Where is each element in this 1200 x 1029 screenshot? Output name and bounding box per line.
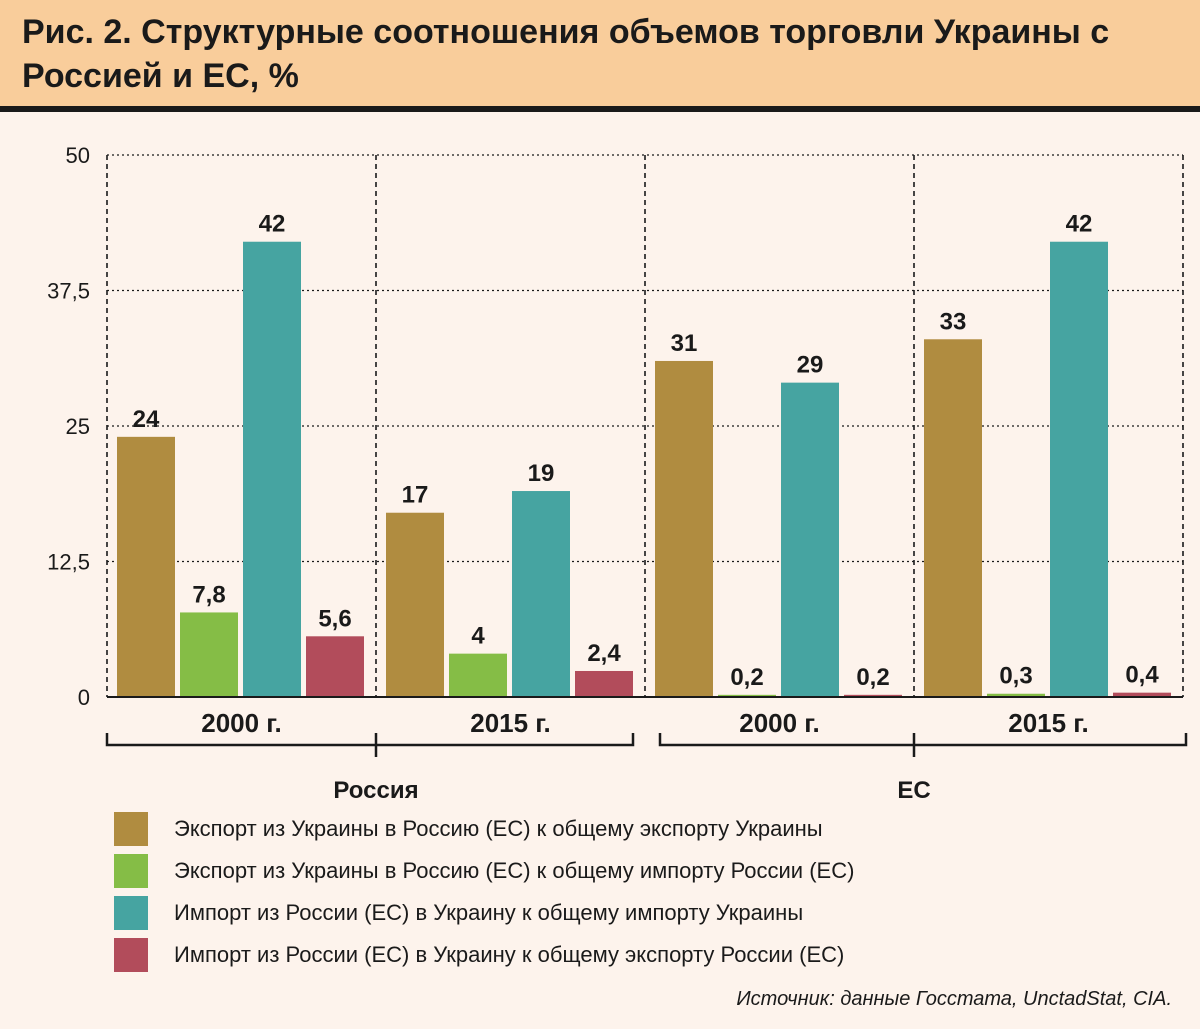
legend-swatch-import-export-partner — [114, 938, 148, 972]
y-tick-label: 50 — [66, 143, 90, 168]
x-tick-label: 2015 г. — [470, 708, 551, 738]
y-tick-label: 25 — [66, 414, 90, 439]
data-label: 2,4 — [587, 640, 621, 667]
data-label: 29 — [797, 352, 824, 379]
legend-label-import-share: Импорт из России (ЕС) в Украину к общему… — [174, 900, 804, 925]
data-label: 42 — [1066, 211, 1093, 238]
bar — [180, 612, 238, 697]
bar — [117, 436, 175, 697]
data-label: 0,2 — [730, 664, 763, 691]
legend-label-export-share: Экспорт из Украины в Россию (ЕС) к общем… — [174, 816, 823, 841]
bar — [655, 360, 713, 697]
bar — [386, 512, 444, 697]
bar — [306, 636, 364, 697]
title-band — [0, 0, 1200, 112]
data-label: 7,8 — [192, 581, 225, 608]
legend-item-export-share: Экспорт из Украины в Россию (ЕС) к общем… — [114, 812, 1014, 846]
y-tick-label: 0 — [78, 685, 90, 710]
data-label: 4 — [471, 623, 485, 650]
chart-title: Рис. 2. Структурные соотношения объемов … — [22, 13, 1110, 95]
legend-label-import-export-partner: Импорт из России (ЕС) в Украину к общему… — [174, 942, 845, 967]
data-label: 5,6 — [318, 605, 351, 632]
legend-label-export-import-partner: Экспорт из Украины в Россию (ЕС) к общем… — [174, 858, 855, 883]
data-label: 0,2 — [856, 664, 889, 691]
y-tick-label: 37,5 — [47, 279, 90, 304]
group-bracket — [658, 733, 1188, 757]
legend-item-import-share: Импорт из России (ЕС) в Украину к общему… — [114, 896, 1014, 930]
x-tick-label: 2015 г. — [1008, 708, 1089, 738]
data-label: 31 — [671, 330, 698, 357]
bar — [243, 241, 301, 697]
data-label: 0,4 — [1125, 662, 1159, 689]
bar — [924, 339, 982, 697]
x-tick-label: 2000 г. — [201, 708, 282, 738]
group-label: ЕС — [897, 777, 930, 804]
x-tick-label: 2000 г. — [739, 708, 820, 738]
bar — [781, 382, 839, 697]
group-bracket — [105, 733, 635, 757]
bar — [449, 653, 507, 697]
data-label: 0,3 — [999, 663, 1032, 690]
legend-swatch-export-import-partner — [114, 854, 148, 888]
y-tick-label: 12,5 — [47, 550, 90, 575]
legend-item-export-import-partner: Экспорт из Украины в Россию (ЕС) к общем… — [114, 854, 1014, 888]
bar — [512, 491, 570, 697]
data-label: 42 — [259, 211, 286, 238]
bar — [1113, 692, 1171, 697]
legend-swatch-export-share — [114, 812, 148, 846]
bar — [575, 670, 633, 697]
legend-swatch-import-share — [114, 896, 148, 930]
bar — [987, 693, 1045, 697]
bar — [718, 694, 776, 697]
group-label: Россия — [333, 777, 418, 804]
legend-item-import-export-partner: Импорт из России (ЕС) в Украину к общему… — [114, 938, 1014, 972]
bar — [844, 694, 902, 697]
data-label: 24 — [133, 406, 160, 433]
data-label: 17 — [402, 482, 429, 509]
bar — [1050, 241, 1108, 697]
data-label: 19 — [528, 460, 555, 487]
source-note: Источник: данные Госстата, UnctadStat, C… — [736, 988, 1172, 1010]
data-label: 33 — [940, 308, 967, 335]
